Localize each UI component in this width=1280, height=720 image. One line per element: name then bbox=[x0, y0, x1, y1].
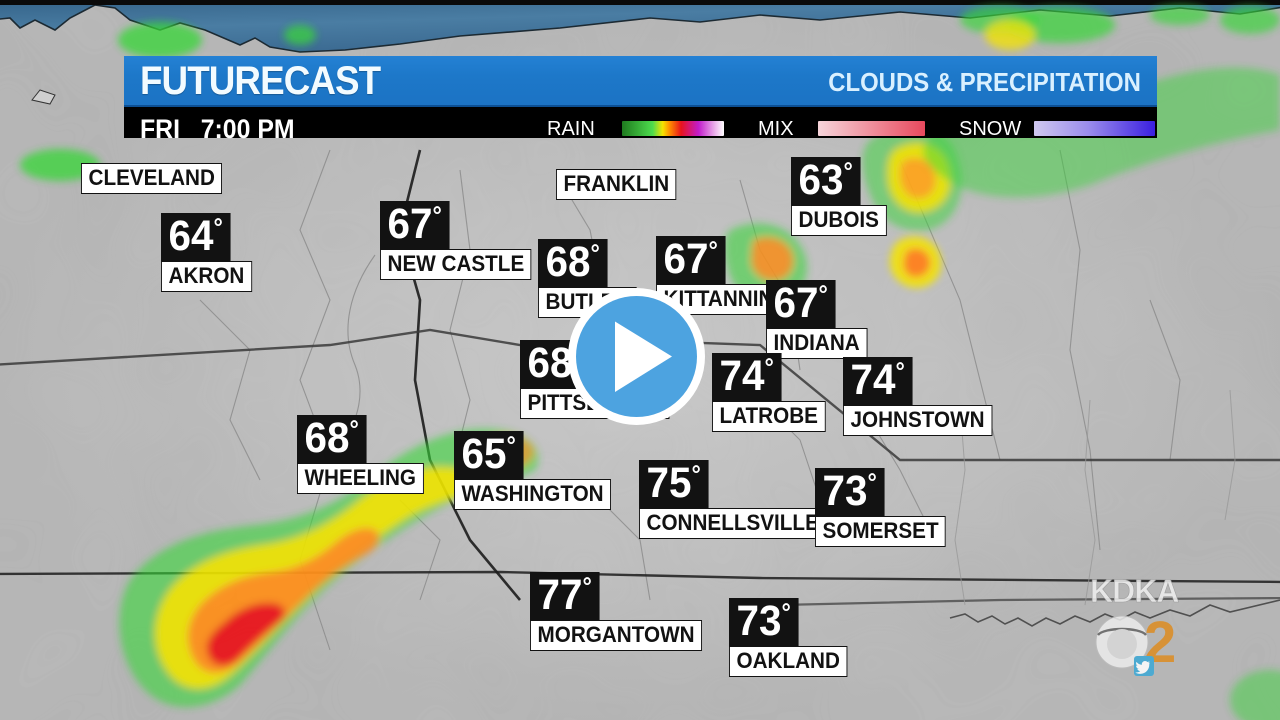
svg-text:KDKA: KDKA bbox=[1090, 573, 1179, 609]
